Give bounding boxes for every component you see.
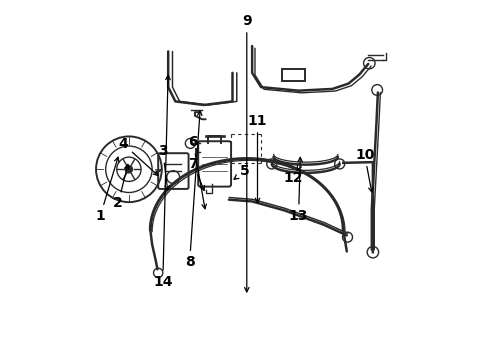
Text: 7: 7	[188, 157, 198, 171]
Text: 6: 6	[188, 135, 198, 149]
Text: 12: 12	[284, 171, 303, 185]
Text: 11: 11	[248, 114, 267, 128]
Circle shape	[125, 166, 132, 173]
Text: 10: 10	[355, 148, 374, 162]
Text: 8: 8	[185, 255, 195, 269]
Text: 14: 14	[153, 275, 172, 289]
Text: 1: 1	[96, 209, 105, 223]
Text: 5: 5	[240, 164, 250, 178]
Text: 2: 2	[113, 196, 123, 210]
Text: 9: 9	[242, 14, 251, 28]
Text: 13: 13	[289, 209, 308, 223]
Text: 4: 4	[119, 137, 128, 151]
Text: 3: 3	[158, 144, 168, 158]
